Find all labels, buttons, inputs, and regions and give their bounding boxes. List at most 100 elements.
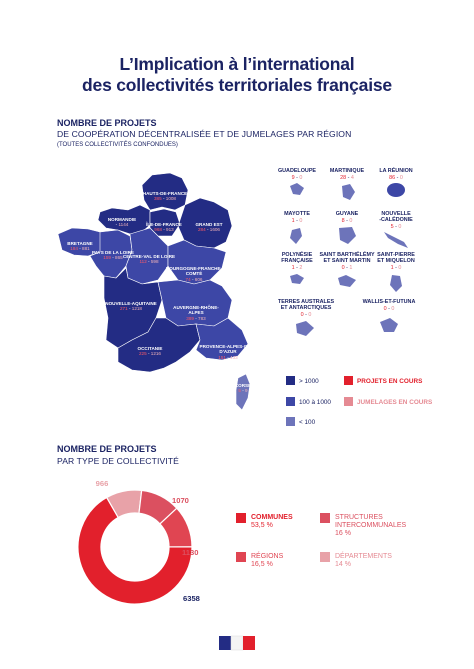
region-values: 271 - 1218 xyxy=(120,306,142,312)
region-name: PROVENCE-ALPES-CÔTE D'AZUR xyxy=(199,344,257,355)
region-shape-normandie xyxy=(97,204,151,235)
overseas-name: NOUVELLE -CALÉDONIE xyxy=(379,211,413,223)
page-title-line1: L’Implication à l’international xyxy=(119,54,355,74)
legend-label: < 100 xyxy=(299,419,316,426)
legend-swatch-lt100 xyxy=(286,417,295,426)
donut-value-label: 1130 xyxy=(182,548,198,557)
overseas-name: SAINT-PIERRE ET MIQUELON xyxy=(377,252,415,264)
map-legend: > 1000 100 à 1000 < 100 PROJETS EN COURS… xyxy=(286,376,433,426)
region-values: 5 - 9 xyxy=(238,388,248,394)
region-twinning-value: 1144 xyxy=(118,222,129,228)
region-projects-value: 385 xyxy=(154,196,162,202)
region-projects-value: 151 xyxy=(218,354,226,360)
region-twinning-value: 433 xyxy=(230,354,238,360)
overseas-shape xyxy=(296,321,314,336)
chart-legend-label: DÉPARTEMENTS xyxy=(335,551,392,560)
chart-legend-percent: 14 % xyxy=(335,561,351,568)
chart-legend-percent: 16,5 % xyxy=(251,561,273,568)
region-twinning-value: 783 xyxy=(198,315,206,321)
region-twinning-value: 1606 xyxy=(209,227,220,233)
section1-subheading: DE COOPÉRATION DÉCENTRALISÉE ET DE JUMEL… xyxy=(57,129,352,139)
overseas-value: 5 - 0 xyxy=(391,224,402,230)
chart-legend: COMMUNES 53,5 % STRUCTURES INTERCOMMUNALE… xyxy=(236,513,407,568)
region-label: CENTRE-VAL DE LOIRE 112 - 598 xyxy=(119,254,179,265)
region-label: NORMANDIE - 1144 xyxy=(92,217,152,228)
chart-legend-percent: 16 % xyxy=(335,530,351,537)
chart-legend-percent: 53,5 % xyxy=(251,522,273,529)
chart-legend-label: STRUCTURES INTERCOMMUNALES xyxy=(335,514,407,529)
region-projects-value: 968 xyxy=(154,227,162,233)
region-name: HAUTS-DE-FRANCE xyxy=(142,191,188,196)
region-shape-grand-est xyxy=(177,197,233,249)
region-values: 968 - 913 xyxy=(154,227,174,233)
region-twinning-value: 1218 xyxy=(131,306,142,312)
region-values: 389 - 783 xyxy=(186,315,206,321)
logo-blue xyxy=(219,636,231,650)
overseas-value: 86 - 0 xyxy=(389,175,403,181)
region-projects-value: 284 xyxy=(198,227,206,233)
overseas-value: 1 - 0 xyxy=(292,218,303,224)
overseas-name: MARTINIQUE xyxy=(330,168,365,174)
region-shape-paca xyxy=(195,317,249,361)
donut-chart: 966 1070 1130 6358 xyxy=(77,479,200,605)
region-values: 385 - 1008 xyxy=(154,196,176,202)
chart-legend-swatch-departements xyxy=(320,552,330,562)
region-name: CORSE xyxy=(234,383,252,388)
region-name: GRAND EST xyxy=(195,222,223,227)
region-values: 112 - 598 xyxy=(139,259,159,265)
region-twinning-value: 606 xyxy=(194,276,203,282)
overseas-territories: GUADELOUPE 9 - 0 MARTINIQUE 28 - 4 LA RÉ… xyxy=(278,166,416,336)
chart-legend-swatch-structures xyxy=(320,513,330,523)
overseas-mayotte: MAYOTTE 1 - 0 xyxy=(284,211,310,244)
region-projects-value: 74 xyxy=(185,276,191,282)
region-label: BRETAGNE 184 - 881 xyxy=(50,241,110,252)
region-values: - 1144 xyxy=(115,222,129,228)
region-name: NOUVELLE-AQUITAINE xyxy=(105,301,157,306)
chart-legend-swatch-communes xyxy=(236,513,246,523)
french-republic-logo xyxy=(219,635,255,651)
overseas-value: 0 - 0 xyxy=(301,312,312,318)
region-label: CORSE 5 - 9 xyxy=(213,383,273,394)
region-twinning-value: 598 xyxy=(150,259,159,265)
overseas-name: TERRES AUSTRALES ET ANTARCTIQUES xyxy=(278,299,335,311)
legend-label: > 1000 xyxy=(299,378,319,385)
region-projects-value: 184 xyxy=(70,246,78,252)
overseas-name: LA RÉUNION xyxy=(379,166,412,174)
overseas-value: 28 - 4 xyxy=(340,175,354,181)
chart-legend-swatch-regions xyxy=(236,552,246,562)
region-name: ÎLE-DE-FRANCE xyxy=(146,222,182,227)
overseas-name: GUADELOUPE xyxy=(278,168,316,174)
region-twinning-value: 1216 xyxy=(150,351,161,357)
region-twinning-value: 913 xyxy=(166,227,174,233)
region-values: 151 - 433 xyxy=(218,354,238,360)
region-shape-centre-val-de-loire xyxy=(125,227,169,285)
overseas-name: WALLIS-ET-FUTUNA xyxy=(363,299,416,305)
overseas-value: 0 - 0 xyxy=(384,306,395,312)
legend-label: PROJETS EN COURS xyxy=(357,378,423,385)
legend-swatch-gt1000 xyxy=(286,376,295,385)
section2-subheading: PAR TYPE DE COLLECTIVITÉ xyxy=(57,456,179,466)
region-label: PAYS DE LA LOIRE 159 - 865 xyxy=(83,250,143,261)
region-label: PROVENCE-ALPES-CÔTE D'AZUR 151 - 433 xyxy=(198,344,258,360)
region-shape-corse xyxy=(235,373,251,411)
region-values: 284 - 1606 xyxy=(198,227,220,233)
region-name: AUVERGNE-RHÔNE-ALPES xyxy=(173,305,219,316)
region-projects-value: 271 xyxy=(120,306,128,312)
overseas-taaf: TERRES AUSTRALES ET ANTARCTIQUES 0 - 0 xyxy=(278,299,335,336)
region-values: 159 - 865 xyxy=(103,255,123,261)
region-name: NORMANDIE xyxy=(107,217,137,222)
section1-heading: NOMBRE DE PROJETS xyxy=(57,118,157,128)
region-twinning-value: 881 xyxy=(82,246,90,252)
overseas-value: 0 - 1 xyxy=(342,265,353,271)
page-title-line2: des collectivités territoriales français… xyxy=(82,75,392,95)
chart-legend-label: COMMUNES xyxy=(251,514,293,521)
overseas-name: POLYNÉSIE FRANÇAISE xyxy=(281,250,313,264)
legend-label: JUMELAGES EN COURS xyxy=(357,399,433,406)
overseas-shape xyxy=(290,228,302,244)
region-label: BOURGOGNE-FRANCHE-COMTÉ 74 - 606 xyxy=(164,266,224,282)
overseas-name: MAYOTTE xyxy=(284,211,310,217)
region-twinning-value: 865 xyxy=(115,255,123,261)
region-projects-value: 225 xyxy=(139,351,147,357)
region-values: 225 - 1216 xyxy=(139,351,161,357)
